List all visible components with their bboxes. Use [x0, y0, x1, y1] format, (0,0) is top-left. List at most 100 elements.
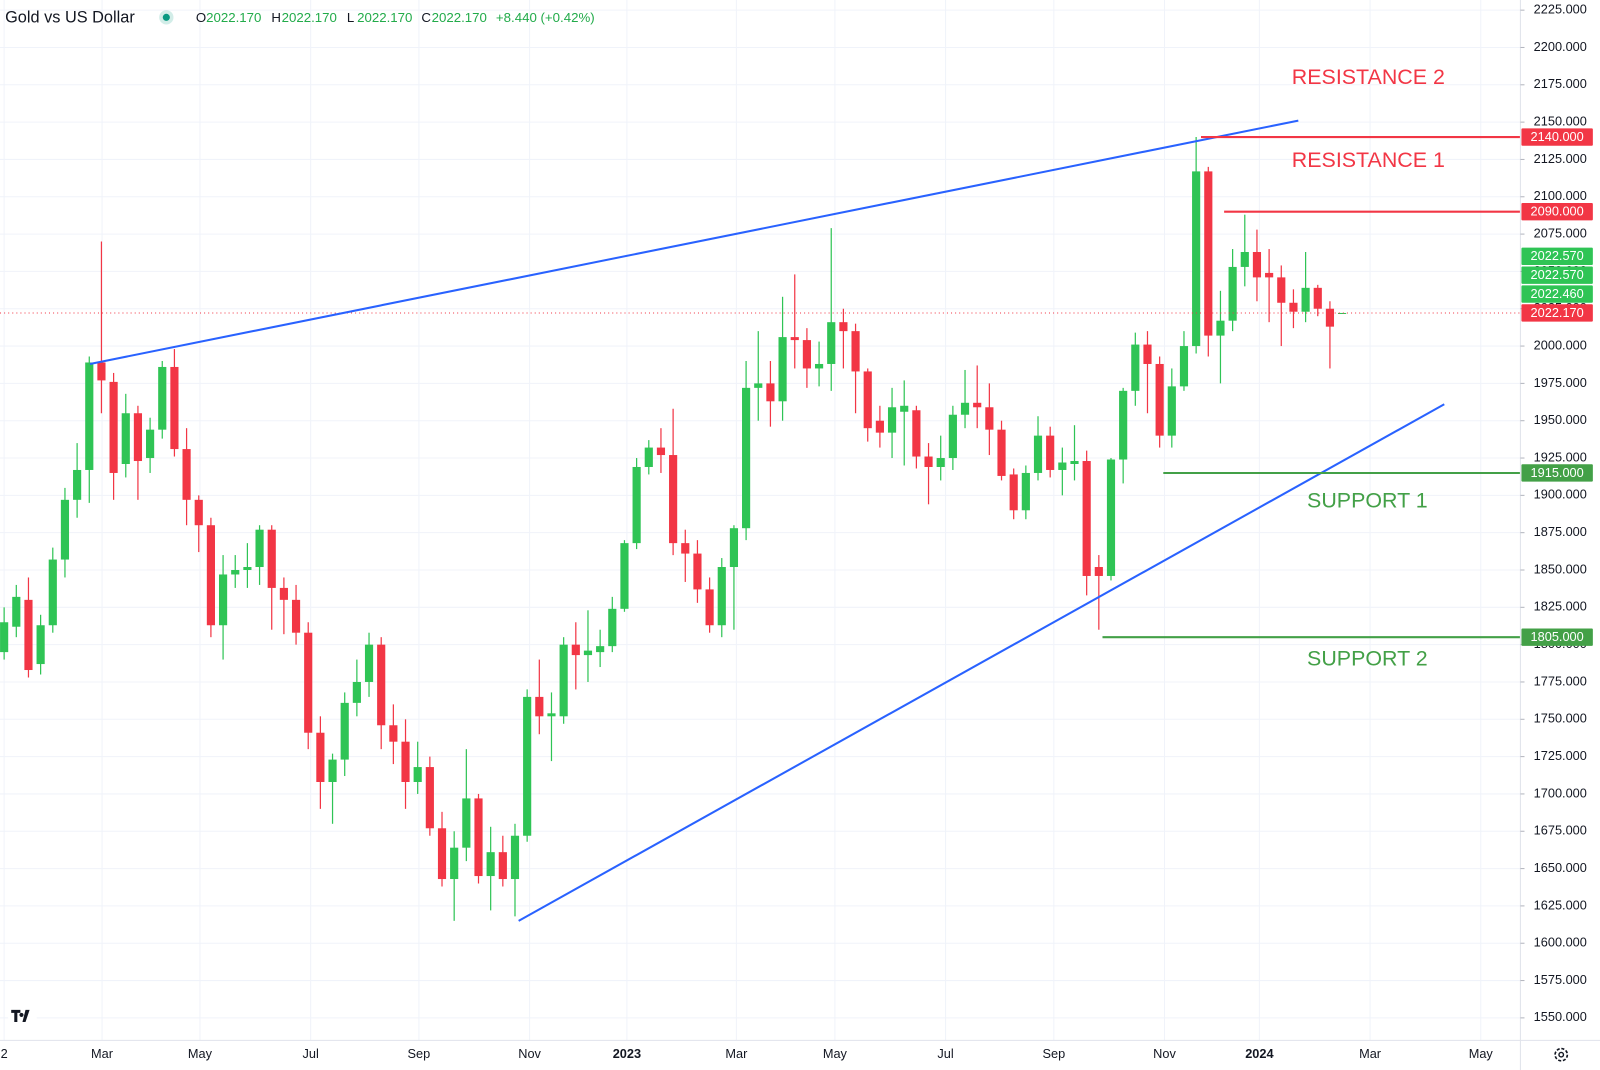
candle-body — [389, 725, 398, 742]
candle-body — [1155, 363, 1164, 436]
candle-body — [0, 622, 9, 653]
candle-body — [304, 632, 313, 733]
candle-body — [218, 574, 228, 626]
candle-body — [632, 466, 641, 544]
candle-body — [1301, 287, 1310, 312]
candle-body — [1094, 567, 1103, 576]
candle-body — [437, 828, 447, 880]
candle-body — [352, 681, 361, 703]
candle-body — [973, 402, 982, 408]
x-tick-label: Nov — [518, 1046, 541, 1061]
candle-body — [608, 608, 617, 647]
ohlc-value: 2022.170 — [357, 10, 412, 25]
y-tick-label: 1950.000 — [1534, 412, 1587, 427]
x-tick-label: Mar — [1359, 1046, 1382, 1061]
x-tick-label: 2024 — [1245, 1046, 1274, 1061]
trendline — [518, 403, 1445, 922]
y-tick-label: 2200.000 — [1534, 39, 1587, 54]
candle-body — [1240, 252, 1249, 267]
candle-body — [48, 559, 57, 626]
candle-body — [851, 331, 860, 372]
gear-ring — [1554, 1047, 1569, 1062]
x-tick-label: Sep — [408, 1046, 431, 1061]
candle-body — [644, 447, 653, 467]
candle-body — [1106, 459, 1116, 576]
y-tick-label: 1850.000 — [1534, 561, 1587, 576]
tv-logo[interactable] — [8, 1004, 37, 1026]
candle-body — [146, 429, 155, 459]
x-tick-label: Sep — [1042, 1046, 1065, 1061]
candle-body — [571, 644, 580, 656]
y-tick-label: 1700.000 — [1534, 785, 1587, 800]
ohlc-value: 2022.170 — [206, 10, 261, 25]
candle-body — [255, 529, 264, 568]
candle-body — [340, 702, 349, 760]
level-label-bg — [1521, 203, 1593, 221]
candle-body — [1289, 302, 1298, 312]
price-badge-bg — [1521, 266, 1593, 284]
grid — [0, 0, 1521, 1041]
settings-gear[interactable] — [1554, 1047, 1569, 1062]
candle-body — [1192, 171, 1201, 347]
candle-body — [790, 337, 799, 341]
candle-body — [559, 644, 568, 717]
y-tick-label: 1775.000 — [1534, 673, 1587, 688]
y-tick-label: 2125.000 — [1534, 151, 1587, 166]
candle-body — [1179, 346, 1189, 387]
candle-body — [936, 458, 945, 467]
candle-body — [1204, 171, 1213, 336]
current-price-label: 2022.170 — [1531, 305, 1584, 320]
y-tick-label: 1650.000 — [1534, 860, 1587, 875]
candle-body — [1167, 386, 1176, 436]
candle-body — [194, 499, 203, 526]
candle-body — [206, 525, 215, 626]
candle-body — [912, 410, 921, 457]
candle-body — [291, 599, 301, 633]
candle-body — [316, 732, 325, 782]
candle-body — [766, 383, 775, 402]
candle-body — [60, 499, 70, 560]
x-tick-label: Mar — [725, 1046, 748, 1061]
candle-body — [1216, 320, 1225, 336]
candle-body — [717, 567, 726, 626]
status-dot — [162, 13, 170, 21]
annotation: RESISTANCE 1 — [1292, 148, 1445, 172]
level-label-bg — [1521, 464, 1593, 482]
candle-body — [170, 366, 179, 450]
y-tick-label: 1750.000 — [1534, 711, 1587, 726]
y-tick-label: 1875.000 — [1534, 524, 1587, 539]
candle-body — [1021, 472, 1030, 511]
candle-body — [985, 407, 994, 430]
level-label: 1915.000 — [1531, 465, 1584, 480]
ohlc-value: 2022.170 — [282, 10, 337, 25]
candle-body — [1131, 344, 1140, 391]
level-label: 2140.000 — [1531, 129, 1584, 144]
ohlc-key: C — [421, 10, 431, 25]
candle-body — [742, 387, 751, 529]
candle-body — [231, 569, 240, 575]
candle-body — [669, 455, 678, 544]
candle-body — [486, 852, 495, 877]
candle-body — [839, 322, 848, 332]
candle-body — [36, 625, 45, 665]
candle-body — [377, 644, 386, 726]
candle-body — [474, 798, 483, 877]
y-tick-label: 1725.000 — [1534, 748, 1587, 763]
price-badge-bg — [1521, 247, 1593, 266]
y-tick-label: 1900.000 — [1534, 487, 1587, 502]
candle-body — [887, 407, 897, 433]
candle-body — [656, 447, 666, 456]
candle-body — [450, 847, 459, 880]
candle-body — [778, 337, 787, 402]
x-tick-label: Mar — [91, 1046, 114, 1061]
candle-body — [1338, 312, 1347, 314]
candle-body — [535, 696, 544, 717]
candle-body — [1046, 435, 1055, 470]
price-badge: 2022.570 — [1531, 248, 1584, 263]
candle-body — [267, 529, 276, 588]
candle-body — [729, 528, 739, 568]
candle-body — [863, 371, 872, 429]
